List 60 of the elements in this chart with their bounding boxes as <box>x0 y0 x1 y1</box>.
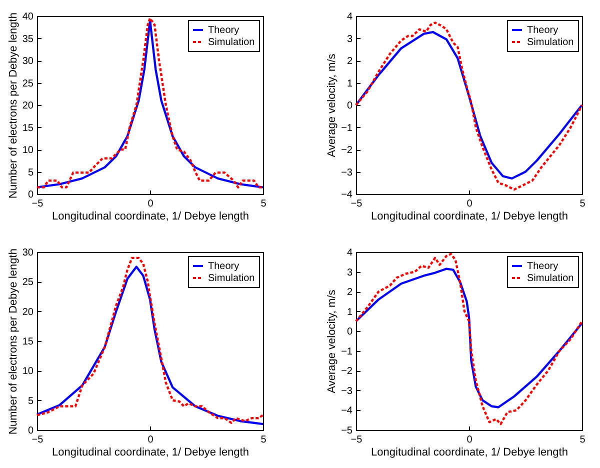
y-tick-label: 25 <box>22 277 34 288</box>
y-tick-label: −4 <box>341 406 353 417</box>
x-axis-title: Longitudinal coordinate, 1/ Debye length <box>371 210 568 222</box>
y-tick-label: −2 <box>341 145 353 156</box>
y-tick-label: 2 <box>346 56 353 67</box>
y-tick-label: 2 <box>346 287 353 298</box>
y-tick-label: 30 <box>22 56 34 67</box>
y-tick-label: 40 <box>22 12 34 22</box>
y-tick-label: 20 <box>22 100 34 112</box>
legend-label: Theory <box>208 261 240 272</box>
y-tick-label: 20 <box>22 306 34 318</box>
legend-label: Simulation <box>527 37 574 48</box>
y-tick-label: 4 <box>346 12 353 22</box>
legend-label: Simulation <box>208 37 255 48</box>
y-tick-label: 25 <box>22 78 34 90</box>
y-tick-label: −1 <box>341 346 353 358</box>
y-tick-label: 0 <box>28 426 34 436</box>
x-axis-title: Longitudinal coordinate, 1/ Debye length <box>52 210 249 222</box>
y-tick-label: 35 <box>22 34 34 45</box>
legend-label: Theory <box>208 25 240 36</box>
x-axis-title: Longitudinal coordinate, 1/ Debye length <box>371 446 568 458</box>
x-tick-label: 5 <box>580 434 586 446</box>
x-axis-title: Longitudinal coordinate, 1/ Debye length <box>52 446 249 458</box>
line-series <box>354 252 584 426</box>
y-tick-label: 10 <box>22 145 34 156</box>
y-tick-label: −3 <box>341 386 353 397</box>
y-tick-label: 1 <box>346 78 353 90</box>
x-tick-label: 5 <box>260 434 267 446</box>
y-tick-label: 4 <box>346 248 353 258</box>
y-tick-label: −1 <box>341 122 353 134</box>
y-tick-label: 5 <box>28 396 34 407</box>
y-tick-label: −5 <box>341 426 353 436</box>
y-tick-label: 1 <box>346 306 353 318</box>
legend-label: Simulation <box>527 273 574 284</box>
y-tick-label: 0 <box>346 326 353 338</box>
y-tick-label: 30 <box>22 248 34 258</box>
x-tick-label: 0 <box>466 198 473 210</box>
y-axis-title: Number of electrons per Debye length <box>7 12 20 198</box>
y-tick-label: 3 <box>346 267 353 278</box>
x-tick-label: 0 <box>148 434 154 446</box>
y-axis-title: Average velocity, m/s <box>326 289 338 394</box>
y-tick-label: 15 <box>22 336 34 348</box>
y-tick-label: −4 <box>341 190 353 200</box>
y-axis-title: Number of electrons per Debye length <box>7 248 20 434</box>
y-tick-label: −2 <box>341 366 353 378</box>
y-tick-label: 5 <box>28 167 34 178</box>
y-tick-label: 15 <box>22 122 34 134</box>
x-tick-label: 0 <box>148 198 154 210</box>
y-tick-label: 0 <box>28 190 34 200</box>
legend-label: Theory <box>527 25 558 36</box>
y-tick-label: 0 <box>346 100 353 112</box>
y-tick-label: 10 <box>22 366 34 378</box>
legend-label: Theory <box>527 261 558 272</box>
y-axis-title: Average velocity, m/s <box>326 53 338 158</box>
x-tick-label: 5 <box>580 198 586 210</box>
y-tick-label: 3 <box>346 34 353 45</box>
x-tick-label: 5 <box>260 198 267 210</box>
y-tick-label: −3 <box>341 167 353 178</box>
legend-label: Simulation <box>208 273 255 284</box>
x-tick-label: 0 <box>466 434 473 446</box>
